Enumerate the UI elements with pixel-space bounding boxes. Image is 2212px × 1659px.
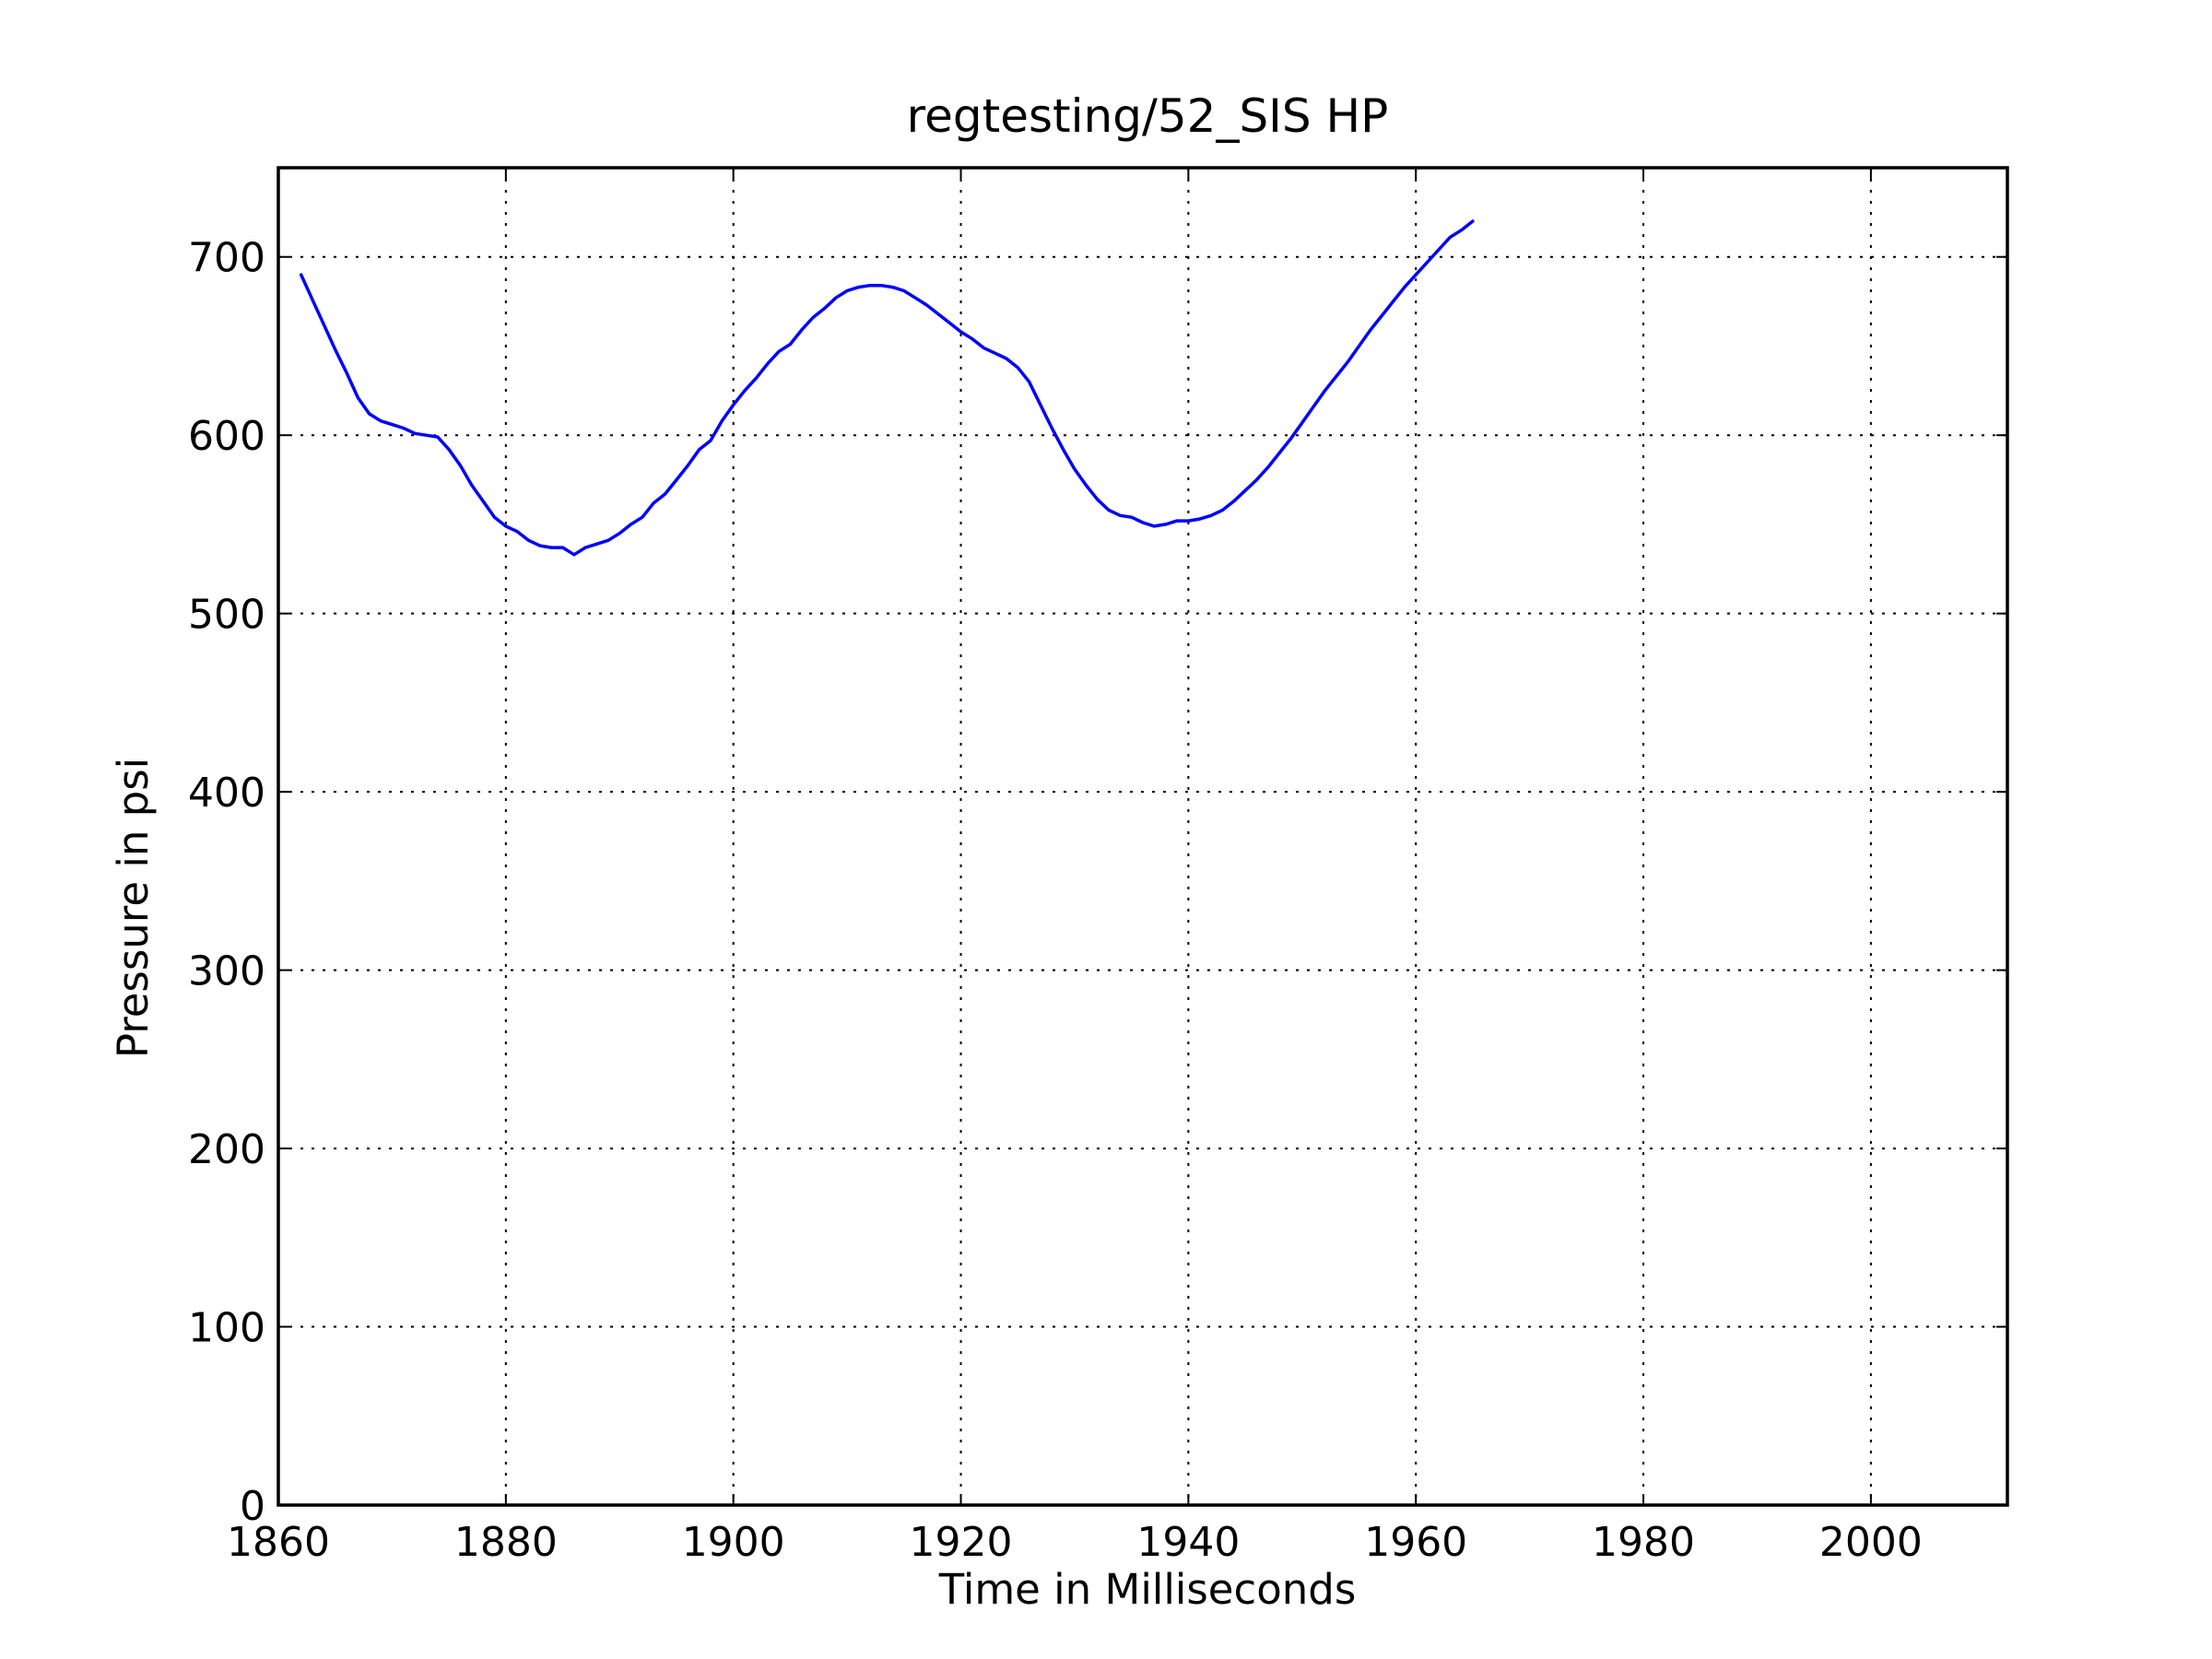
- x-tick-label: 1920: [910, 1519, 1013, 1566]
- y-tick-label: 0: [240, 1483, 265, 1530]
- y-tick-label: 400: [188, 770, 265, 817]
- x-axis-label: Time in Milliseconds: [938, 1565, 1357, 1614]
- y-tick-label: 300: [188, 948, 265, 995]
- x-tick-label: 1880: [454, 1519, 558, 1566]
- y-tick-label: 200: [188, 1126, 265, 1173]
- x-tick-label: 1980: [1592, 1519, 1695, 1566]
- x-tick-labels: 1860 1880 1900 1920 1940 1960 1980 2000: [227, 1519, 1923, 1566]
- axis-ticks: [277, 168, 2007, 1506]
- y-tick-label: 700: [188, 235, 265, 282]
- y-axis-label: Pressure in psi: [109, 758, 158, 1058]
- series-line-0: [299, 219, 1475, 557]
- chart-title: regtesting/52_SIS HP: [907, 89, 1389, 143]
- y-tick-label: 100: [188, 1305, 265, 1352]
- grid-lines: [277, 168, 2007, 1506]
- x-tick-label: 2000: [1819, 1519, 1923, 1566]
- x-tick-label: 1900: [682, 1519, 785, 1566]
- series-layer: [299, 219, 1475, 557]
- x-tick-label: 1860: [227, 1519, 330, 1566]
- x-tick-label: 1940: [1136, 1519, 1240, 1566]
- y-tick-label: 500: [188, 592, 265, 639]
- plot-frame: [276, 166, 2009, 1507]
- y-tick-labels: 0 100 200 300 400 500 600 700: [188, 235, 265, 1530]
- x-tick-label: 1960: [1364, 1519, 1467, 1566]
- y-tick-label: 600: [188, 413, 265, 460]
